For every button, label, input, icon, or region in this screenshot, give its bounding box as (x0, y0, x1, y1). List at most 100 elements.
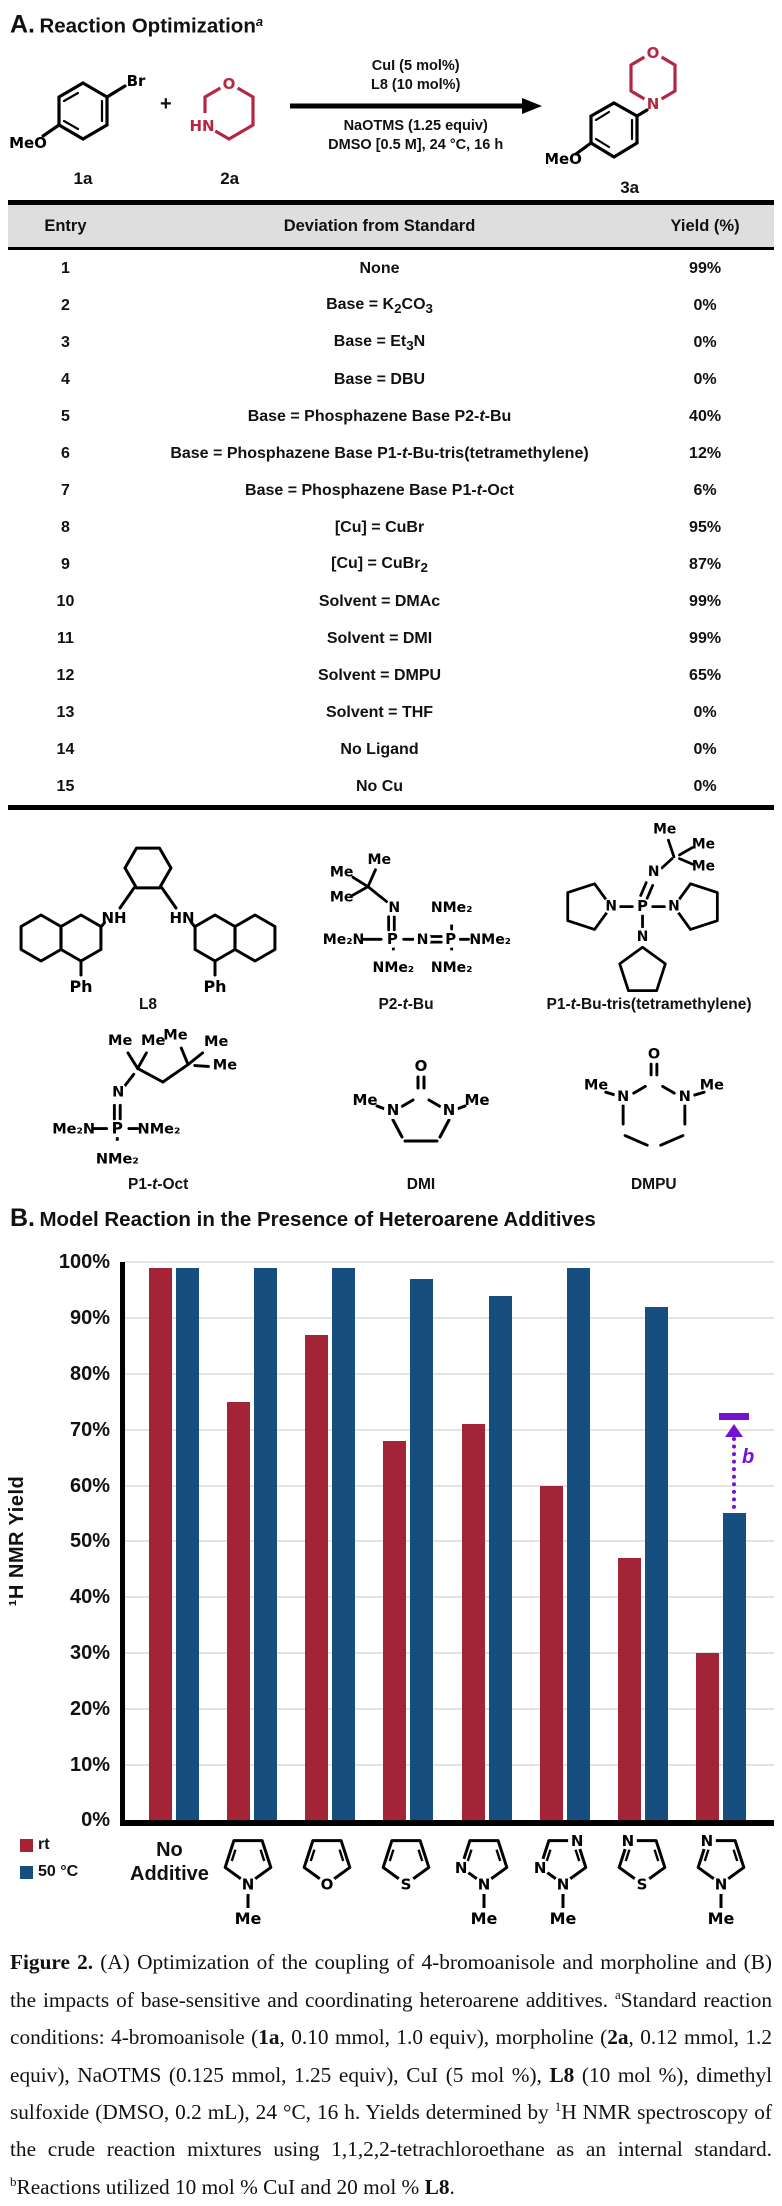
table-row: 15 No Cu 0% (8, 768, 774, 808)
atom-label: N (648, 864, 660, 880)
additive-structure-1-methylpyrazole: NN Me (452, 1839, 509, 1928)
reaction-conditions: CuI (5 mol%) L8 (10 mol%) NaOTMS (1.25 e… (289, 57, 542, 155)
legend-text: rt (38, 1836, 50, 1854)
bar-group (604, 1262, 682, 1821)
bar-rt (461, 1424, 485, 1821)
p1-t-oct-caption: P1-t-Oct (128, 1176, 189, 1194)
yield-cell: 99% (689, 629, 722, 647)
deviation-cell: Solvent = THF (325, 703, 434, 721)
atom-label: Me₂N (322, 932, 364, 948)
panel-a-title-text: Reaction Optimization (39, 14, 256, 38)
atom-label: N (388, 900, 400, 916)
deviation-cell: [Cu] = CuBr2 (331, 554, 428, 575)
y-tick-label: 20% (69, 1697, 110, 1720)
entry-cell: 2 (60, 296, 70, 314)
y-tick-label: 70% (69, 1418, 110, 1441)
legend-swatch (20, 1865, 33, 1879)
atom-label: NMe₂ (430, 900, 472, 916)
x-category-label: N N Me (681, 1830, 760, 1930)
bar-group (213, 1262, 291, 1821)
deviation-cell: Base = Et3N (333, 332, 426, 353)
y-tick-label: 30% (69, 1641, 110, 1664)
bar-50c (566, 1267, 590, 1821)
atom-label: Me (653, 822, 676, 838)
y-tick-label: 50% (69, 1530, 110, 1553)
x-category-label: No Additive (130, 1830, 209, 1930)
structures-row-1: NH HN Ph Ph L8 Me Me Me N Me₂N P NMe₂ N P NMe₂ NMe₂ NM… (8, 818, 774, 1014)
chart-gridline (125, 1484, 774, 1487)
x-category-label: N N N Me (524, 1830, 603, 1930)
optimization-table-body: 1 None 99% 2 Base = K2CO3 0% 3 Base = Et3N 0% 4 Ba… (8, 249, 774, 808)
atom-label: NMe₂ (137, 1122, 180, 1138)
atom-label: Me (329, 865, 353, 881)
atom-label: Me (584, 1078, 608, 1094)
bar-group: b (682, 1262, 760, 1821)
ring-atom-label: S (637, 1876, 648, 1894)
ring-atom-label: N (455, 1859, 468, 1877)
entry-cell: 7 (60, 481, 70, 499)
y-tick-label: 0% (81, 1809, 110, 1832)
atom-label: Ph (69, 977, 92, 996)
structure-dmi: O Me N N Me DMI (341, 1053, 501, 1194)
structure-4-bromoanisole: Br MeO (9, 72, 146, 152)
figure-2-page: A. Reaction Optimizationa Br MeO 1a + (6, 10, 774, 2199)
atom-label: Me (163, 1028, 187, 1044)
y-tick-label: 40% (69, 1586, 110, 1609)
dmi-caption: DMI (406, 1176, 436, 1194)
atom-label: Ph (203, 977, 226, 996)
plus-sign: + (160, 92, 172, 115)
atom-label: NMe₂ (430, 961, 472, 977)
annotation-label: b (741, 1445, 755, 1468)
table-row: 11 Solvent = DMI 99% (8, 620, 774, 657)
table-row: 1 None 99% (8, 249, 774, 288)
atom-label: Me (329, 890, 353, 906)
yield-cell: 99% (689, 592, 722, 610)
atom-label: Me (464, 1091, 489, 1109)
x-category-label: O (288, 1830, 367, 1930)
methyl-label: Me (471, 1909, 498, 1928)
chart-gridline (125, 1707, 774, 1710)
methyl-label: Me (550, 1909, 577, 1928)
y-tick-label: 10% (69, 1753, 110, 1776)
deviation-cell: Base = DBU (333, 370, 426, 388)
condition-l8: L8 (10 mol%) (370, 77, 461, 94)
bar-rt (149, 1267, 173, 1821)
yield-cell: 0% (693, 333, 717, 351)
bar-group (369, 1262, 447, 1821)
atom-label: Me (212, 1058, 236, 1074)
yield-cell: 12% (689, 444, 722, 462)
atom-label: N (416, 932, 428, 948)
entry-cell: 4 (60, 370, 70, 388)
dmpu-caption: DMPU (630, 1176, 677, 1194)
additive-structure-thiophene: S (381, 1839, 431, 1894)
y-axis-gutter: ¹H NMR Yield 0% 10% 20% 30% 40% 50% 60% 70% 80% 9… (6, 1251, 120, 1831)
col-header-entry: Entry (8, 202, 123, 251)
product-nitrogen-label: N (646, 95, 659, 113)
deviation-cell: Solvent = DMAc (318, 592, 441, 610)
yield-cell: 6% (693, 481, 717, 499)
yield-cell: 65% (689, 666, 722, 684)
ring-atom-label: N (557, 1876, 570, 1894)
deviation-cell: Base = K2CO3 (326, 295, 433, 316)
dmi-drawing: O Me N N Me (352, 1057, 490, 1143)
deviation-cell: Solvent = DMPU (317, 666, 442, 684)
l8-drawing: NH HN Ph Ph (19, 846, 277, 997)
yield-cell: 0% (693, 703, 717, 721)
table-row: 7 Base = Phosphazene Base P1-t-Oct 6% (8, 472, 774, 509)
bar-group (448, 1262, 526, 1821)
bar-chart: ¹H NMR Yield 0% 10% 20% 30% 40% 50% 60% 70% 80% 9… (6, 1251, 774, 1831)
panel-a-letter: A. (10, 10, 35, 39)
bar-rt (383, 1440, 407, 1821)
col-header-deviation: Deviation from Standard (122, 202, 637, 251)
condition-base: NaOTMS (1.25 equiv) (343, 118, 488, 135)
atom-label: N (443, 1101, 456, 1119)
optimization-table: Entry Deviation from Standard Yield (%) … (8, 200, 774, 811)
ring-atom-label: N (478, 1876, 491, 1894)
structure-p1-t-oct: Me Me Me Me Me N Me₂N P NMe₂ NMe₂ P1-t-Oct (41, 1018, 276, 1194)
deviation-cell: No Cu (355, 777, 404, 795)
product-oxygen-label: O (646, 44, 659, 62)
product-methoxy-label: MeO (546, 150, 582, 168)
